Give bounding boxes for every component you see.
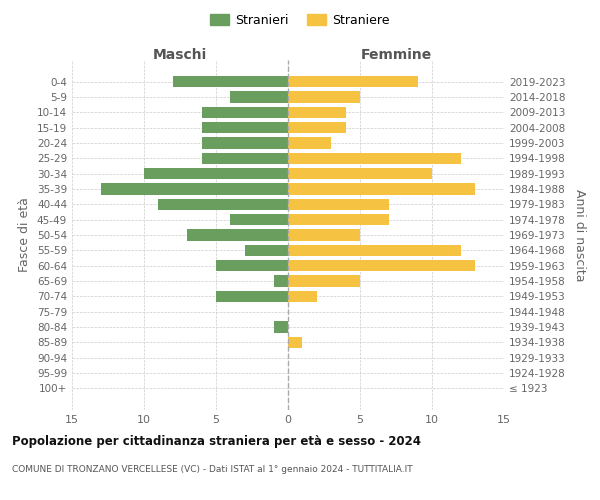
Y-axis label: Fasce di età: Fasce di età: [19, 198, 31, 272]
Bar: [173, 76, 288, 88]
Y-axis label: Anni di nascita: Anni di nascita: [574, 188, 586, 281]
Bar: [288, 137, 331, 148]
Text: Popolazione per cittadinanza straniera per età e sesso - 2024: Popolazione per cittadinanza straniera p…: [12, 435, 421, 448]
Bar: [274, 322, 288, 333]
Bar: [288, 106, 346, 118]
Bar: [288, 91, 360, 102]
Bar: [202, 152, 288, 164]
Bar: [288, 290, 317, 302]
Bar: [288, 229, 360, 241]
Text: Maschi: Maschi: [153, 48, 207, 62]
Bar: [288, 183, 475, 194]
Bar: [158, 198, 288, 210]
Bar: [288, 244, 461, 256]
Bar: [288, 214, 389, 226]
Text: COMUNE DI TRONZANO VERCELLESE (VC) - Dati ISTAT al 1° gennaio 2024 - TUTTITALIA.: COMUNE DI TRONZANO VERCELLESE (VC) - Dat…: [12, 465, 413, 474]
Bar: [288, 336, 302, 348]
Bar: [187, 229, 288, 241]
Bar: [288, 260, 475, 272]
Bar: [288, 198, 389, 210]
Bar: [288, 76, 418, 88]
Bar: [144, 168, 288, 179]
Bar: [288, 168, 432, 179]
Legend: Stranieri, Straniere: Stranieri, Straniere: [205, 8, 395, 32]
Text: Femmine: Femmine: [361, 48, 431, 62]
Bar: [202, 137, 288, 148]
Bar: [245, 244, 288, 256]
Bar: [101, 183, 288, 194]
Bar: [202, 122, 288, 134]
Bar: [230, 91, 288, 102]
Bar: [216, 260, 288, 272]
Bar: [288, 122, 346, 134]
Bar: [288, 276, 360, 287]
Bar: [216, 290, 288, 302]
Bar: [202, 106, 288, 118]
Bar: [288, 152, 461, 164]
Bar: [230, 214, 288, 226]
Bar: [274, 276, 288, 287]
